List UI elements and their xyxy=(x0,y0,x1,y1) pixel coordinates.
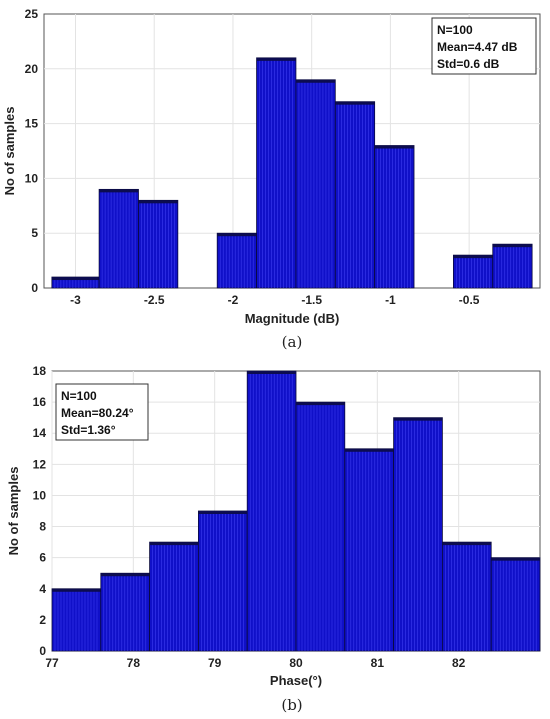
bars-b xyxy=(51,370,541,652)
x-tick-label: -2.5 xyxy=(144,293,165,307)
x-tick-label: 80 xyxy=(289,656,303,670)
histogram-bar xyxy=(216,232,257,289)
y-ticks-b: 0 2 4 6 8 10 12 14 16 18 xyxy=(33,364,47,658)
y-tick-label: 10 xyxy=(25,171,39,185)
y-tick-label: 5 xyxy=(31,226,38,240)
y-axis-label-b: No of samples xyxy=(6,467,21,556)
y-ticks-a: 0 5 10 15 20 25 xyxy=(25,7,39,295)
histogram-bar xyxy=(246,370,297,652)
y-tick-label: 8 xyxy=(39,520,46,534)
x-tick-label: 77 xyxy=(45,656,59,670)
y-tick-label: 2 xyxy=(39,613,46,627)
x-tick-label: -0.5 xyxy=(459,293,480,307)
stats-mean-b: Mean=80.24° xyxy=(61,406,134,420)
stats-std-b: Std=1.36° xyxy=(61,423,116,437)
histogram-bar xyxy=(98,188,139,289)
x-tick-label: 82 xyxy=(452,656,466,670)
stats-std-a: Std=0.6 dB xyxy=(437,57,500,71)
histogram-bar xyxy=(197,510,248,652)
histogram-bar xyxy=(490,557,541,652)
histogram-bar xyxy=(295,79,336,289)
histogram-bar xyxy=(452,254,494,289)
histogram-bar xyxy=(138,199,179,289)
histogram-bar xyxy=(393,417,443,652)
x-tick-label: -2 xyxy=(228,293,239,307)
y-tick-label: 25 xyxy=(25,7,39,21)
stats-n-a: N=100 xyxy=(437,23,473,37)
histogram-bar xyxy=(295,401,346,652)
y-tick-label: 0 xyxy=(31,281,38,295)
x-tick-label: -3 xyxy=(70,293,81,307)
y-tick-label: 0 xyxy=(39,644,46,658)
x-tick-label: 81 xyxy=(371,656,385,670)
histogram-bar xyxy=(51,276,100,289)
phase-histogram-panel: 0 2 4 6 8 10 12 14 16 18 77 78 79 80 81 82 Phase(°) No… xyxy=(6,364,541,714)
x-ticks-b: 77 78 79 80 81 82 xyxy=(45,656,465,670)
bars-a xyxy=(51,57,533,289)
y-tick-label: 16 xyxy=(33,395,47,409)
y-tick-label: 6 xyxy=(39,551,46,565)
x-tick-label: -1 xyxy=(385,293,396,307)
histogram-bar xyxy=(374,145,415,289)
histogram-bar xyxy=(344,448,394,652)
x-tick-label: -1.5 xyxy=(301,293,322,307)
y-axis-label-a: No of samples xyxy=(2,107,17,196)
stats-mean-a: Mean=4.47 dB xyxy=(437,40,518,54)
stats-n-b: N=100 xyxy=(61,389,97,403)
x-axis-label-b: Phase(°) xyxy=(270,673,322,688)
histogram-bar xyxy=(149,541,199,652)
histogram-bar xyxy=(100,572,151,652)
stats-box-b: N=100 Mean=80.24° Std=1.36° xyxy=(55,383,149,441)
y-tick-label: 18 xyxy=(33,364,47,378)
y-tick-label: 14 xyxy=(33,426,47,440)
magnitude-histogram-panel: 0 5 10 15 20 25 -3 -2.5 -2 -1.5 -1 -0.5 Magnitude … xyxy=(2,7,541,351)
x-tick-label: 79 xyxy=(208,656,222,670)
histogram-bar xyxy=(256,57,297,289)
histogram-bar xyxy=(51,588,102,652)
y-tick-label: 15 xyxy=(25,117,39,131)
caption-b: (b) xyxy=(281,696,302,714)
histogram-bar xyxy=(441,541,492,652)
y-tick-label: 12 xyxy=(33,457,47,471)
histogram-bar xyxy=(334,101,376,289)
x-tick-label: 78 xyxy=(127,656,141,670)
stats-box-a: N=100 Mean=4.47 dB Std=0.6 dB xyxy=(431,17,537,75)
y-tick-label: 20 xyxy=(25,62,39,76)
x-axis-label-a: Magnitude (dB) xyxy=(245,311,340,326)
histogram-bar xyxy=(492,243,533,289)
y-tick-label: 10 xyxy=(33,488,47,502)
caption-a: (a) xyxy=(282,333,303,351)
x-ticks-a: -3 -2.5 -2 -1.5 -1 -0.5 xyxy=(70,293,480,307)
y-tick-label: 4 xyxy=(39,582,46,596)
